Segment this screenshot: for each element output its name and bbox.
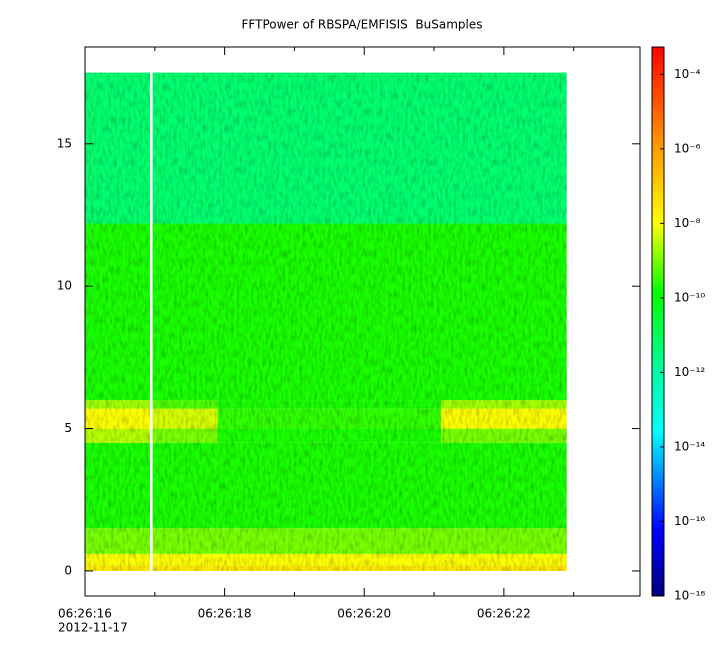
colorbar-tick-label: 10⁻⁸ <box>674 216 701 230</box>
x-tick-label: 06:26:18 <box>198 607 252 621</box>
spectrogram-cell <box>152 72 218 224</box>
spectrogram-cell <box>152 400 218 409</box>
spectrogram-cell <box>441 428 567 443</box>
spectrogram-cell <box>441 72 567 224</box>
spectrogram-cell <box>85 408 150 429</box>
spectrogram-cell <box>217 428 442 443</box>
colorbar <box>652 47 664 596</box>
spectrogram-cell <box>217 553 442 566</box>
spectrogram-cell <box>152 528 218 554</box>
spectrogram-cell <box>152 553 218 566</box>
y-tick-label: 10 <box>57 279 72 293</box>
colorbar-tick-label: 10⁻¹⁸ <box>674 589 705 603</box>
colorbar-tick-label: 10⁻¹⁶ <box>674 514 705 528</box>
spectrogram-cell <box>85 442 150 529</box>
x-date-label: 2012-11-17 <box>58 621 128 635</box>
y-tick-label: 5 <box>64 421 72 435</box>
spectrogram-cell <box>217 565 442 571</box>
spectrogram-cell <box>85 528 150 554</box>
spectrogram-cell <box>85 223 150 401</box>
spectrogram-cell <box>441 528 567 554</box>
spectrogram-cell <box>217 442 442 529</box>
spectrogram-cell <box>441 408 567 429</box>
spectrogram-cell <box>85 400 150 409</box>
colorbar-tick-label: 10⁻¹⁰ <box>674 290 705 304</box>
spectrogram-cell <box>217 400 442 409</box>
plot-frame <box>84 46 641 597</box>
spectrogram-cell <box>441 223 567 401</box>
spectrogram-cell <box>217 408 442 429</box>
y-tick-label: 15 <box>57 136 72 150</box>
colorbar-tick-label: 10⁻¹⁴ <box>674 439 705 453</box>
chart-title: FFTPower of RBSPA/EMFISIS BuSamples <box>242 18 483 32</box>
spectrogram-cell <box>217 223 442 401</box>
spectrogram-cell <box>217 528 442 554</box>
spectrogram-cell <box>152 442 218 529</box>
spectrogram-cell <box>217 72 442 224</box>
x-tick-label: 06:26:20 <box>337 607 391 621</box>
spectrogram-cell <box>85 553 150 566</box>
colorbar-tick-label: 10⁻⁶ <box>674 141 701 155</box>
spectrogram-cell <box>85 428 150 443</box>
spectrogram-cell <box>85 72 150 224</box>
colorbar-frame <box>651 46 665 597</box>
colorbar-tick-label: 10⁻¹² <box>674 365 705 379</box>
spectrogram-cell <box>152 223 218 401</box>
spectrogram-cell <box>441 400 567 409</box>
spectrogram-cell <box>152 428 218 443</box>
spectrogram <box>85 72 567 571</box>
x-tick-label: 06:26:22 <box>477 607 531 621</box>
spectrogram-cell <box>441 442 567 529</box>
spectrogram-cell <box>85 565 150 571</box>
x-tick-label: 06:26:16 <box>58 607 112 621</box>
spectrogram-cell <box>441 553 567 566</box>
spectrogram-cell <box>152 408 218 429</box>
y-tick-label: 0 <box>64 563 72 577</box>
spectrogram-cell <box>152 565 218 571</box>
spectrogram-cell <box>441 565 567 571</box>
colorbar-tick-label: 10⁻⁴ <box>674 67 701 81</box>
